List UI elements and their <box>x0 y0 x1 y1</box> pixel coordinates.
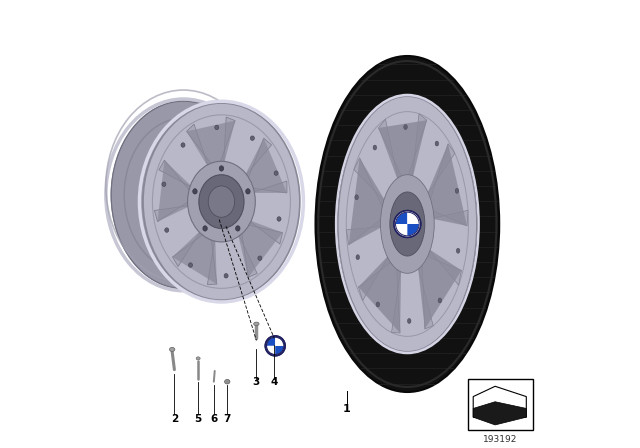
Polygon shape <box>417 259 433 329</box>
Ellipse shape <box>274 171 278 175</box>
Ellipse shape <box>208 186 235 217</box>
Text: 4: 4 <box>271 377 278 387</box>
Polygon shape <box>173 229 206 267</box>
Polygon shape <box>186 124 214 169</box>
Text: 5: 5 <box>195 414 202 424</box>
Ellipse shape <box>258 256 262 260</box>
Polygon shape <box>346 217 383 245</box>
Text: 7: 7 <box>223 414 231 424</box>
Polygon shape <box>354 158 386 211</box>
Ellipse shape <box>181 143 185 147</box>
Ellipse shape <box>111 101 255 289</box>
Polygon shape <box>237 228 257 277</box>
Ellipse shape <box>196 357 200 360</box>
Polygon shape <box>173 229 217 284</box>
Polygon shape <box>244 138 271 182</box>
Polygon shape <box>426 144 467 226</box>
Text: 6: 6 <box>210 414 218 424</box>
Ellipse shape <box>225 379 230 384</box>
Ellipse shape <box>188 161 255 242</box>
Polygon shape <box>358 254 394 301</box>
Ellipse shape <box>143 103 300 300</box>
Wedge shape <box>396 212 407 224</box>
Polygon shape <box>111 101 234 300</box>
Text: 3: 3 <box>253 377 260 387</box>
Polygon shape <box>378 119 404 183</box>
Ellipse shape <box>376 302 380 307</box>
Ellipse shape <box>356 255 360 260</box>
Polygon shape <box>186 121 235 169</box>
Ellipse shape <box>390 192 425 256</box>
Wedge shape <box>267 337 275 346</box>
Polygon shape <box>426 144 455 204</box>
Ellipse shape <box>373 145 377 150</box>
Ellipse shape <box>455 188 459 193</box>
Ellipse shape <box>203 226 207 231</box>
Ellipse shape <box>338 96 477 352</box>
Polygon shape <box>473 402 526 425</box>
Polygon shape <box>159 160 193 194</box>
FancyBboxPatch shape <box>468 379 533 430</box>
Polygon shape <box>245 220 282 244</box>
Polygon shape <box>349 158 386 245</box>
Wedge shape <box>396 224 407 236</box>
Ellipse shape <box>277 217 281 221</box>
Polygon shape <box>249 181 287 193</box>
Wedge shape <box>275 337 284 346</box>
Polygon shape <box>378 120 427 183</box>
Ellipse shape <box>224 274 228 278</box>
Ellipse shape <box>408 319 411 323</box>
Ellipse shape <box>250 136 254 140</box>
Ellipse shape <box>316 56 499 392</box>
Ellipse shape <box>170 348 175 351</box>
Text: 193192: 193192 <box>483 435 518 444</box>
Polygon shape <box>417 248 461 329</box>
Text: 2: 2 <box>171 414 178 424</box>
Ellipse shape <box>215 125 219 129</box>
Polygon shape <box>157 160 193 222</box>
Wedge shape <box>407 224 419 236</box>
Wedge shape <box>275 346 284 354</box>
Polygon shape <box>392 263 401 333</box>
Ellipse shape <box>236 226 240 231</box>
Polygon shape <box>424 248 461 285</box>
Ellipse shape <box>162 182 166 186</box>
Polygon shape <box>154 200 191 222</box>
Ellipse shape <box>266 336 285 356</box>
Ellipse shape <box>164 228 169 233</box>
Text: 1: 1 <box>343 404 351 414</box>
Ellipse shape <box>456 248 460 253</box>
Polygon shape <box>244 138 287 193</box>
Ellipse shape <box>355 195 358 200</box>
Polygon shape <box>430 210 468 226</box>
Ellipse shape <box>246 189 250 194</box>
Polygon shape <box>407 114 427 181</box>
Ellipse shape <box>438 298 442 303</box>
Ellipse shape <box>193 189 197 194</box>
Wedge shape <box>407 212 419 224</box>
Ellipse shape <box>435 141 438 146</box>
Ellipse shape <box>199 175 244 228</box>
Ellipse shape <box>404 125 407 129</box>
Polygon shape <box>219 117 235 166</box>
Wedge shape <box>267 346 275 354</box>
Ellipse shape <box>189 263 193 267</box>
Polygon shape <box>207 235 217 284</box>
Ellipse shape <box>394 211 421 237</box>
Polygon shape <box>237 220 282 277</box>
Ellipse shape <box>380 175 435 273</box>
Ellipse shape <box>219 166 224 171</box>
Polygon shape <box>358 254 401 333</box>
Ellipse shape <box>253 322 259 326</box>
